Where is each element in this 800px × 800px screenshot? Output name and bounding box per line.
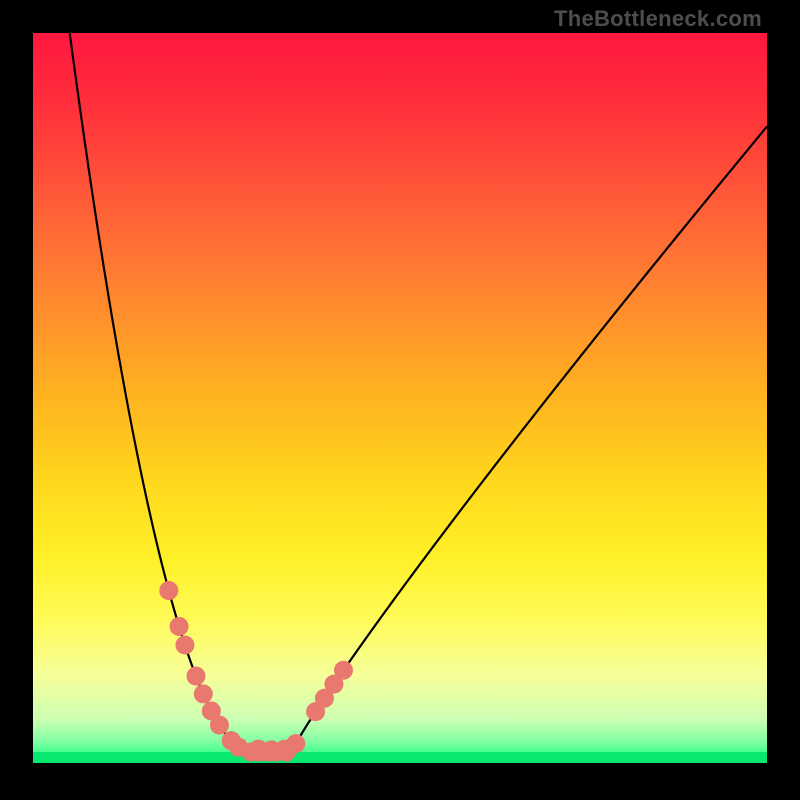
data-marker bbox=[194, 684, 213, 703]
bottleneck-curve bbox=[70, 33, 767, 752]
data-marker bbox=[170, 617, 189, 636]
curve-and-markers-svg bbox=[33, 33, 767, 763]
plot-area bbox=[33, 33, 767, 763]
chart-frame: TheBottleneck.com bbox=[0, 0, 800, 800]
watermark-text: TheBottleneck.com bbox=[554, 6, 762, 32]
data-marker bbox=[275, 740, 294, 759]
data-marker bbox=[210, 716, 229, 735]
data-marker bbox=[159, 581, 178, 600]
data-marker bbox=[334, 661, 353, 680]
data-marker bbox=[186, 667, 205, 686]
data-marker bbox=[175, 636, 194, 655]
